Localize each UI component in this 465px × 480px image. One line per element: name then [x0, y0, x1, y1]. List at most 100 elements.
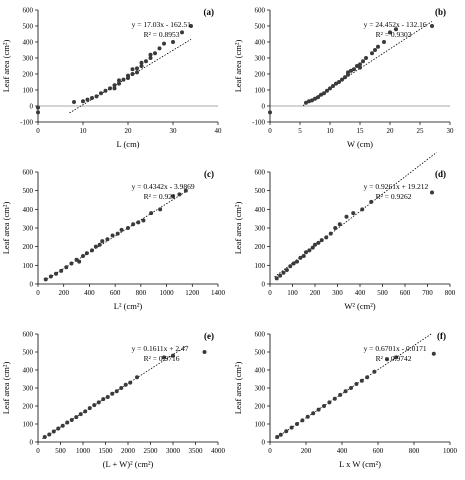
x-tick-label: 10: [80, 127, 88, 135]
data-point: [92, 403, 97, 408]
data-point: [430, 24, 434, 28]
data-point: [376, 44, 380, 49]
data-point: [394, 27, 398, 32]
data-point: [42, 434, 47, 439]
data-point: [36, 105, 40, 110]
data-point: [349, 68, 353, 73]
x-tick-label: 500: [377, 289, 388, 297]
y-axis-label: Leaf area (cm²): [233, 202, 243, 255]
x-tick-label: 0: [36, 127, 40, 135]
data-point: [171, 194, 175, 199]
regression-equation: y = 17.03x - 162.51: [132, 20, 191, 29]
data-point: [112, 83, 117, 88]
data-point: [311, 411, 316, 416]
y-axis-label: Leaf area (cm²): [1, 362, 11, 415]
data-point: [136, 220, 141, 225]
trendline: [44, 191, 187, 282]
data-point: [338, 392, 343, 397]
data-point: [158, 207, 163, 212]
data-point: [135, 375, 139, 380]
scatter-panel: 0 100 200 300 400 500 600 0 200 400 600 800 1000 L x …: [233, 331, 458, 470]
x-tick-label: 0: [268, 289, 272, 297]
data-point: [74, 415, 79, 420]
data-point: [77, 259, 82, 264]
y-tick-label: 600: [23, 331, 34, 339]
data-point: [81, 99, 85, 104]
x-tick-label: 300: [332, 289, 343, 297]
y-tick-label: 400: [23, 39, 34, 47]
data-point: [135, 66, 139, 71]
y-tick-label: 500: [255, 23, 266, 31]
data-point: [370, 51, 374, 56]
data-point: [149, 211, 154, 216]
y-tick-label: 0: [30, 103, 34, 111]
data-point: [139, 60, 144, 65]
regression-equation: y = 0.9261x + 19.212: [364, 182, 429, 191]
data-point: [332, 396, 337, 401]
y-axis-label: Leaf area (cm²): [1, 202, 11, 255]
data-point: [319, 238, 324, 243]
data-point: [369, 199, 374, 204]
data-point: [337, 222, 342, 227]
x-tick-label: 2000: [121, 447, 136, 455]
data-point: [87, 406, 92, 411]
data-point: [361, 59, 365, 64]
data-point: [162, 41, 166, 46]
data-point: [275, 434, 280, 439]
y-tick-label: 300: [255, 225, 266, 233]
data-point: [344, 214, 349, 219]
x-axis-label: L (cm): [116, 139, 139, 149]
r-squared: R² = 0.9303: [376, 30, 412, 39]
y-tick-label: 600: [23, 169, 34, 177]
data-point: [360, 207, 365, 212]
y-tick-label: -100: [20, 119, 33, 127]
r-squared: R² = 0.8953: [144, 30, 180, 39]
data-point: [349, 386, 353, 390]
trendline: [69, 39, 192, 114]
y-tick-label: 300: [23, 385, 34, 393]
y-tick-label: 300: [255, 385, 266, 393]
data-point: [126, 76, 130, 80]
data-point: [333, 226, 338, 230]
x-tick-label: 3000: [166, 447, 181, 455]
x-tick-label: 200: [301, 447, 312, 455]
data-point: [60, 423, 65, 428]
data-point: [84, 251, 89, 256]
y-tick-label: 300: [23, 55, 34, 63]
x-tick-label: 1000: [443, 447, 458, 455]
data-point: [135, 70, 139, 75]
x-tick-label: 0: [36, 289, 40, 297]
scatter-panel: 0 100 200 300 400 500 600 0 500 1000 1500 2000 2500 3…: [1, 331, 226, 470]
data-point: [298, 255, 303, 260]
data-point: [281, 270, 286, 275]
y-tick-label: 0: [262, 281, 266, 289]
y-tick-label: 500: [23, 349, 34, 357]
data-point: [316, 240, 321, 245]
data-point: [72, 100, 76, 104]
data-point: [352, 67, 356, 72]
data-point: [355, 64, 359, 68]
data-point: [372, 369, 377, 374]
y-tick-label: 600: [255, 169, 266, 177]
data-point: [36, 110, 40, 115]
data-point: [101, 397, 106, 402]
data-point: [100, 239, 105, 244]
data-point: [105, 395, 110, 399]
x-tick-label: 800: [409, 447, 420, 455]
data-point: [358, 62, 362, 67]
x-axis-label: L x W (cm²): [339, 459, 381, 469]
x-tick-label: 2500: [144, 447, 159, 455]
x-tick-label: 20: [387, 127, 395, 135]
x-tick-label: 400: [355, 289, 366, 297]
r-squared: R² = 0.921: [144, 192, 176, 201]
y-tick-label: 200: [23, 243, 34, 251]
data-point: [110, 233, 115, 238]
data-point: [300, 418, 305, 423]
data-point: [99, 91, 103, 96]
r-squared: R² = 0.9742: [376, 354, 412, 363]
x-tick-label: 1200: [185, 289, 200, 297]
data-point: [131, 222, 136, 227]
y-tick-label: 200: [23, 403, 34, 411]
data-point: [94, 94, 99, 99]
